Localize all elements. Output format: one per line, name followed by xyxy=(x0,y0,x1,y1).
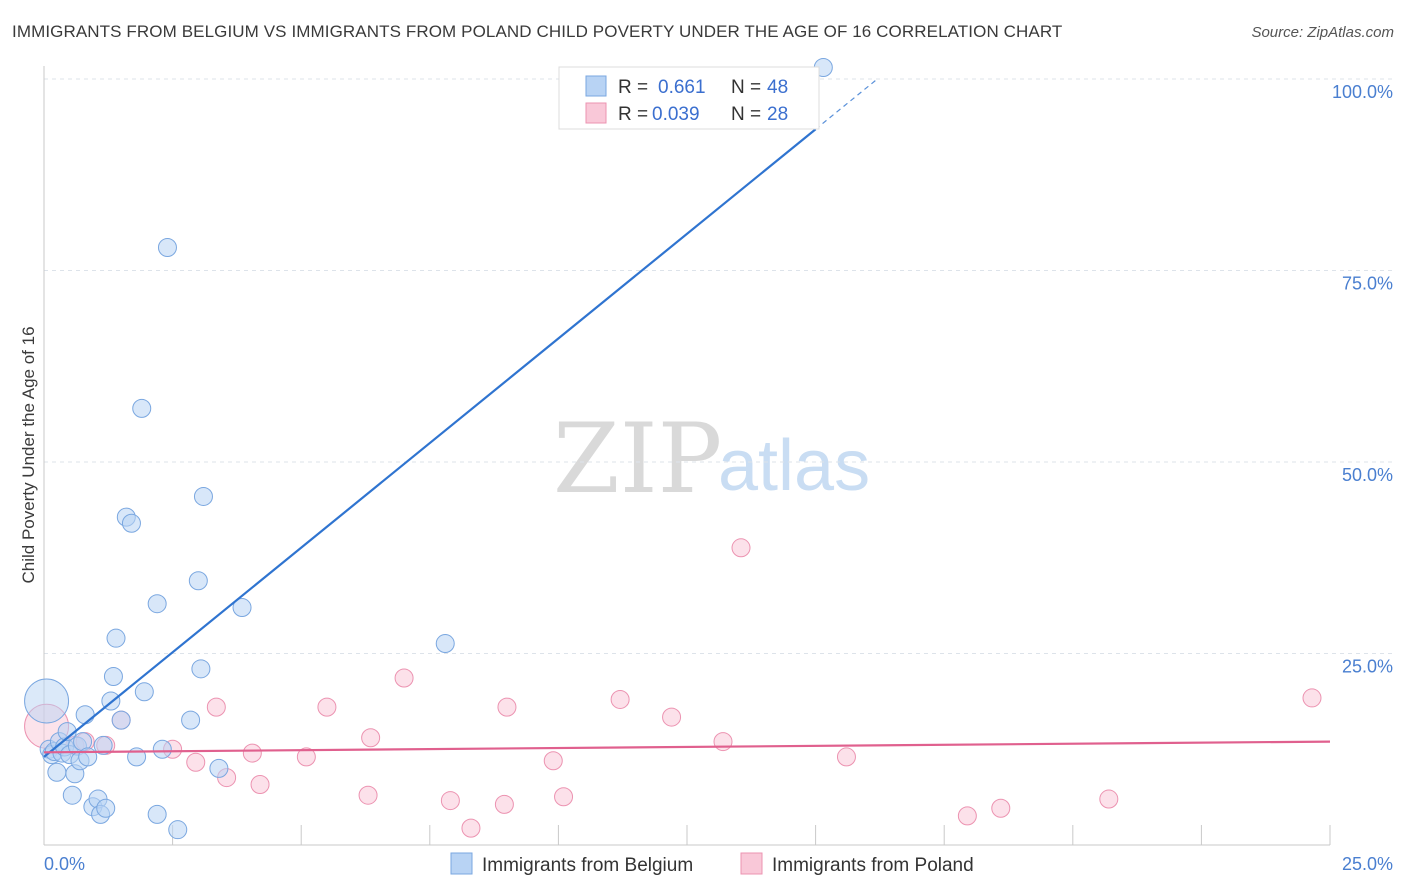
poland-point-20 xyxy=(543,751,563,771)
belgium-point-29 xyxy=(132,398,152,418)
x-tick-marks xyxy=(43,825,1331,845)
poland-point-28 xyxy=(991,798,1011,818)
correlation-legend: R = 0.661 N = 48 R = 0.039 N = 28 xyxy=(558,66,820,130)
belgium-trend-line xyxy=(43,128,817,758)
legend-n-value-poland: 28 xyxy=(767,104,788,125)
poland-point-6 xyxy=(186,752,206,772)
legend-r-value-belgium: 0.661 xyxy=(658,77,706,98)
belgium-point-31 xyxy=(147,804,167,824)
belgium-point-24 xyxy=(106,628,126,648)
series-legend-label-belgium: Immigrants from Belgium xyxy=(482,855,693,876)
source-credit: Source: ZipAtlas.com xyxy=(1251,24,1394,41)
belgium-point-15 xyxy=(75,705,95,725)
y-tick-label-3: 100.0% xyxy=(1332,82,1393,102)
series-legend: Immigrants from Belgium Immigrants from … xyxy=(450,852,974,876)
series-legend-label-poland: Immigrants from Poland xyxy=(772,855,974,876)
poland-point-23 xyxy=(662,707,682,727)
belgium-point-40 xyxy=(209,758,229,778)
legend-swatch-poland xyxy=(585,102,607,124)
poland-point-14 xyxy=(358,785,378,805)
y-tick-label-2: 75.0% xyxy=(1342,274,1393,294)
x-tick-label-max: 25.0% xyxy=(1342,854,1393,874)
poland-points xyxy=(24,538,1322,838)
poland-point-24 xyxy=(713,732,733,752)
belgium-point-20 xyxy=(96,798,116,818)
belgium-point-35 xyxy=(168,820,188,840)
belgium-points xyxy=(24,58,833,840)
poland-point-11 xyxy=(296,747,316,767)
belgium-point-41 xyxy=(232,598,252,618)
belgium-point-34 xyxy=(157,238,177,258)
poland-point-15 xyxy=(394,668,414,688)
poland-point-21 xyxy=(554,787,574,807)
legend-r-label-poland: R = xyxy=(618,104,648,125)
poland-point-12 xyxy=(317,697,337,717)
watermark-atlas: atlas xyxy=(718,426,870,506)
watermark-zip: ZIP xyxy=(553,403,722,515)
poland-point-22 xyxy=(610,689,630,709)
belgium-point-38 xyxy=(191,659,211,679)
series-legend-swatch-belgium xyxy=(450,852,473,875)
legend-n-value-belgium: 48 xyxy=(767,77,788,98)
belgium-point-33 xyxy=(152,739,172,759)
y-axis-title: Child Poverty Under the Age of 16 xyxy=(19,326,38,583)
watermark: ZIP atlas xyxy=(553,403,870,515)
y-tick-label-1: 50.0% xyxy=(1342,465,1393,485)
belgium-point-36 xyxy=(181,710,201,730)
poland-point-13 xyxy=(361,728,381,748)
series-legend-swatch-poland xyxy=(740,852,763,875)
belgium-point-16 xyxy=(78,747,98,767)
belgium-trend-extension xyxy=(815,78,878,130)
poland-point-7 xyxy=(206,697,226,717)
belgium-point-0 xyxy=(24,678,70,724)
belgium-point-42 xyxy=(435,634,455,654)
poland-point-18 xyxy=(494,794,514,814)
poland-point-27 xyxy=(957,806,977,826)
legend-n-label-poland: N = xyxy=(731,104,761,125)
poland-point-19 xyxy=(497,697,517,717)
y-tick-labels: 25.0% 50.0% 75.0% 100.0% xyxy=(1332,82,1393,677)
poland-point-10 xyxy=(250,774,270,794)
legend-r-value-poland: 0.039 xyxy=(652,104,700,125)
poland-point-17 xyxy=(461,818,481,838)
poland-point-30 xyxy=(1302,688,1322,708)
chart-title: IMMIGRANTS FROM BELGIUM VS IMMIGRANTS FR… xyxy=(12,22,1063,41)
belgium-point-25 xyxy=(111,710,131,730)
grid-lines xyxy=(44,78,1392,654)
belgium-point-10 xyxy=(62,785,82,805)
belgium-point-27 xyxy=(121,513,141,533)
poland-point-25 xyxy=(731,538,751,558)
x-tick-label-min: 0.0% xyxy=(44,854,85,874)
belgium-point-23 xyxy=(103,666,123,686)
legend-swatch-belgium xyxy=(585,75,607,97)
trend-lines xyxy=(43,78,1331,758)
poland-trend-line xyxy=(43,740,1331,754)
legend-n-label-belgium: N = xyxy=(731,77,761,98)
poland-point-9 xyxy=(242,743,262,763)
poland-point-26 xyxy=(836,747,856,767)
poland-point-16 xyxy=(440,791,460,811)
y-tick-label-0: 25.0% xyxy=(1342,657,1393,677)
belgium-point-37 xyxy=(188,571,208,591)
belgium-point-30 xyxy=(134,682,154,702)
belgium-point-4 xyxy=(47,762,67,782)
belgium-point-32 xyxy=(147,594,167,614)
poland-point-29 xyxy=(1099,789,1119,809)
belgium-point-39 xyxy=(193,486,213,506)
legend-r-label-belgium: R = xyxy=(618,77,648,98)
belgium-point-21 xyxy=(93,735,113,755)
